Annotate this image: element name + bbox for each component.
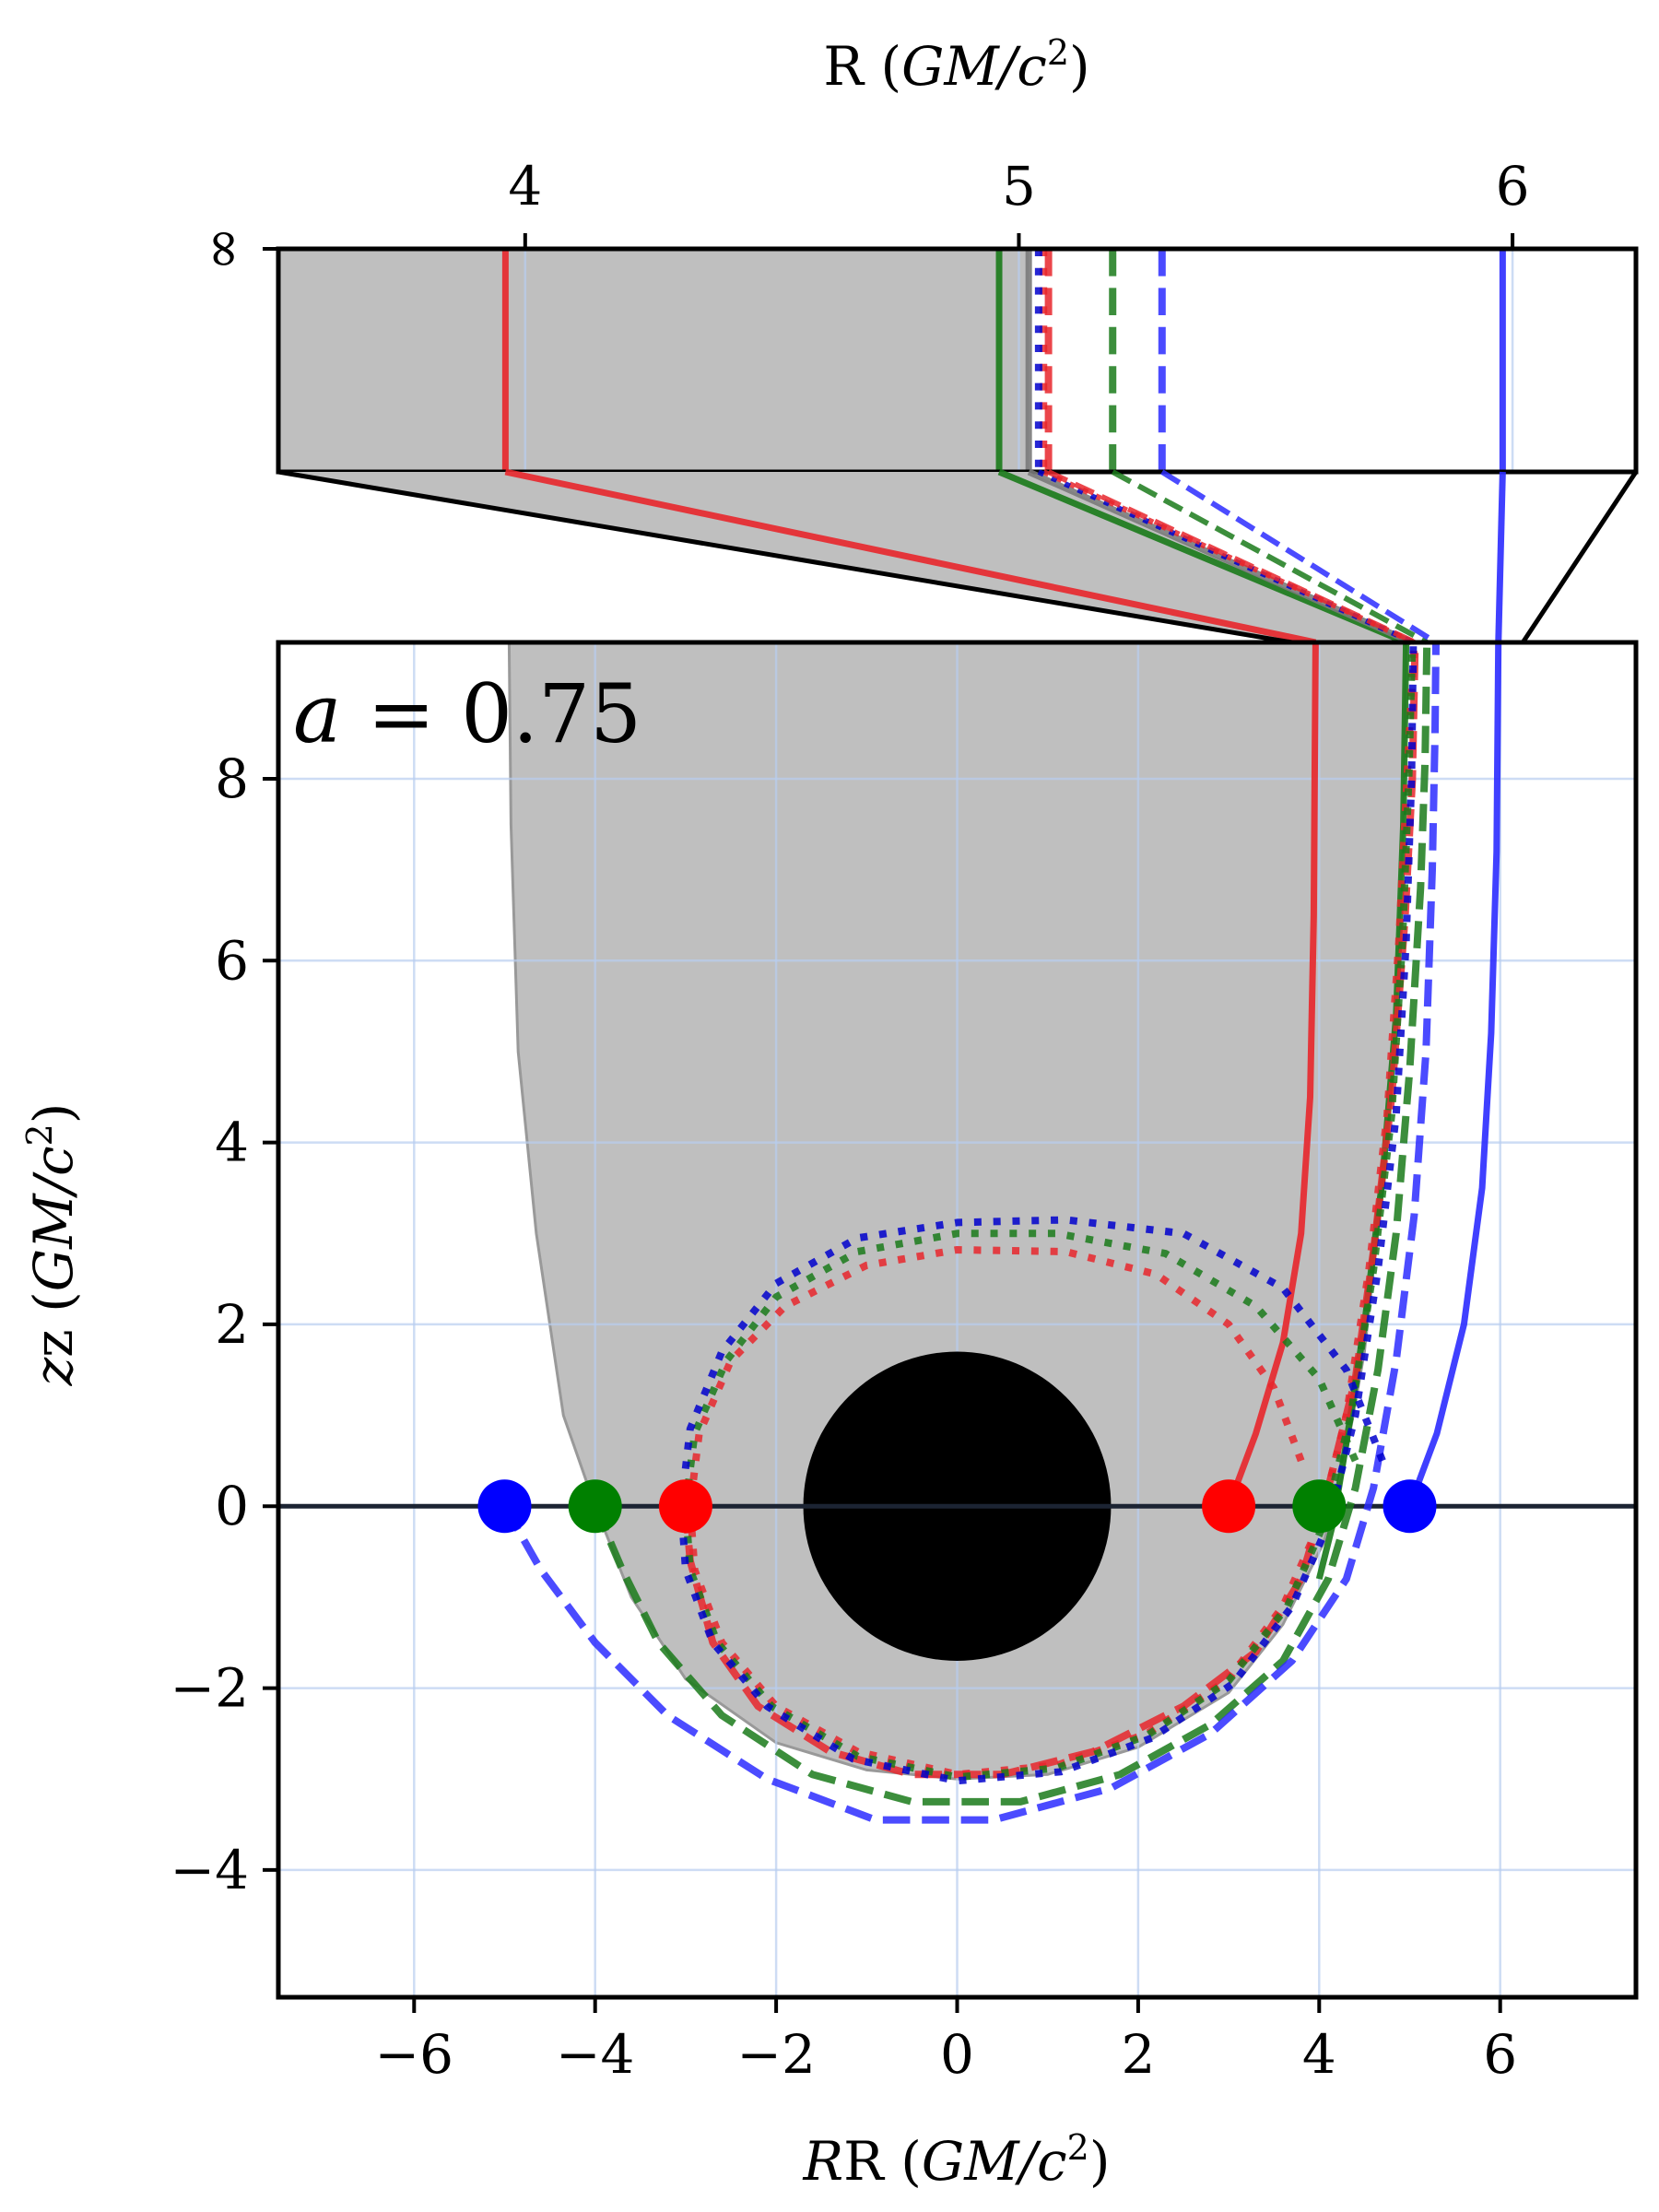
footpoint-marker-4 [658, 1479, 712, 1534]
main-x-axis-title: RR (GM/c2) [803, 2127, 1111, 2193]
inset-x-tick-label: 4 [508, 155, 542, 218]
spin-annotation: a = 0.75 [293, 666, 641, 761]
x-tick-label: 0 [940, 2023, 974, 2086]
connector-line-7 [1111, 469, 1429, 645]
zoom-edge-left [277, 469, 1293, 645]
x-tick-label: −4 [556, 2023, 635, 2086]
inset-x-axis-title: R (GM/c2) [823, 32, 1089, 98]
y-tick-label: 0 [215, 1475, 249, 1537]
x-tick-label: −2 [736, 2023, 816, 2086]
footpoint-marker-1 [1202, 1479, 1256, 1534]
connector-line-9 [1495, 471, 1506, 643]
y-tick-label: 8 [215, 747, 249, 810]
x-tick-label: −6 [375, 2023, 454, 2086]
zoom-edge-right [1521, 470, 1639, 644]
main-panel: −6 −4 −2 0 2 4 6 −4 −2 0 2 4 6 8 a = 0.75 RR (GM/c2)… [19, 640, 1639, 2193]
connector-line-8 [1160, 469, 1438, 645]
inset-x-tick-label: 6 [1496, 155, 1530, 218]
x-tick-label: 4 [1302, 2023, 1336, 2086]
connector-line-5 [1037, 469, 1415, 645]
field-line-dashed-5 [592, 642, 1431, 1806]
inset-panel: 4 5 6 ∞ R (GM/c2) [190, 32, 1639, 475]
main-plot-area [278, 642, 1636, 1997]
y-tick-label: 4 [215, 1112, 249, 1174]
connector-line-2 [997, 468, 1407, 646]
inset-x-axis: 4 5 6 [508, 155, 1530, 249]
y-tick-label: −4 [171, 1839, 250, 1901]
field-line-solid-3 [1406, 642, 1502, 1508]
main-y-axis-title: zz (GM/c2) [19, 1103, 85, 1387]
inset-plot-area [278, 249, 1514, 472]
connector-line-1 [504, 468, 1317, 646]
zoom-connector [277, 468, 1639, 646]
inset-x-tick-label: 5 [1002, 155, 1036, 218]
footpoint-marker-6 [477, 1479, 532, 1534]
footpoint-marker-3 [1382, 1479, 1437, 1534]
y-tick-label: −2 [171, 1657, 250, 1720]
footpoint-marker-5 [568, 1479, 622, 1534]
field-line-dashed-4 [681, 642, 1419, 1779]
main-x-axis: −6 −4 −2 0 2 4 6 [375, 1997, 1517, 2086]
footpoint-marker-2 [1292, 1479, 1347, 1534]
connector-line-6 [1047, 469, 1417, 645]
x-tick-label: 6 [1483, 2023, 1517, 2086]
connector-line-4 [1041, 469, 1416, 645]
y-tick-label: 6 [215, 929, 249, 992]
y-tick-label: 2 [215, 1293, 249, 1356]
field-line-dotted-9 [677, 642, 1418, 1785]
field-line-solid-1 [1225, 642, 1319, 1508]
inset-shaded-region [278, 249, 1030, 472]
main-y-axis: −4 −2 0 2 4 6 8 [171, 747, 278, 1901]
inset-y-tick-label: ∞ [190, 227, 253, 271]
field-line-dashed-6 [501, 642, 1440, 1824]
x-tick-label: 2 [1121, 2023, 1155, 2086]
